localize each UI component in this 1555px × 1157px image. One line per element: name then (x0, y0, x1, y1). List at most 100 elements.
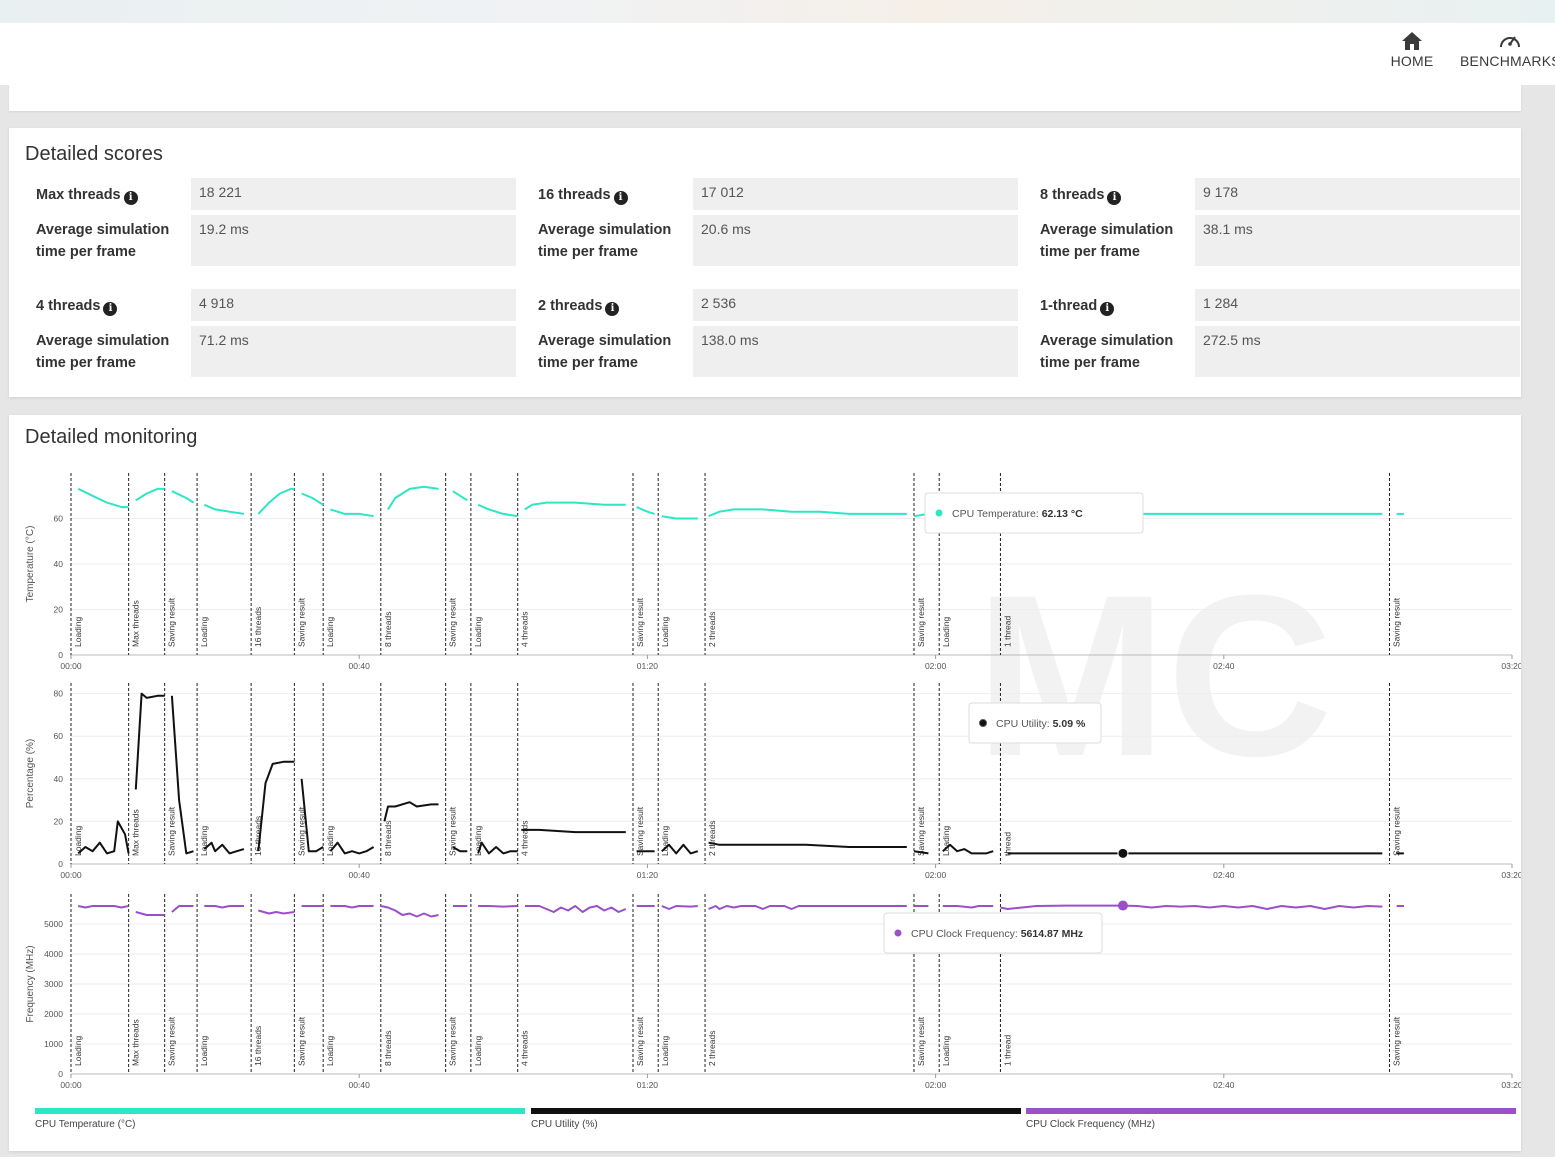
phase-label: Saving result (1392, 597, 1402, 647)
x-tick-label: 03:20 (1501, 661, 1521, 671)
y-tick-label: 5000 (44, 919, 63, 929)
series-line-segment (258, 909, 295, 915)
series-line-segment (77, 905, 129, 909)
legend-color-bar[interactable] (1026, 1108, 1516, 1114)
tooltip-label: CPU Temperature: (952, 508, 1042, 520)
series-line-segment (708, 905, 907, 910)
phase-label: Saving result (916, 597, 926, 647)
nav-home[interactable]: HOME (1385, 29, 1439, 69)
phase-label: Saving result (296, 1016, 306, 1066)
score-value: 4 918 (191, 289, 516, 321)
chart-tooltip: CPU Temperature: 62.13 °C (924, 492, 1144, 534)
y-tick-label: 60 (54, 731, 64, 741)
avg-sim-time-value: 19.2 ms (191, 215, 516, 266)
info-icon[interactable]: i (613, 191, 628, 205)
nav-benchmarks-label: BENCHMARKS (1460, 53, 1555, 69)
phase-label: Saving result (635, 1016, 645, 1066)
score-label-text: 2 threads (538, 298, 603, 314)
score-label-text: 16 threads (538, 187, 611, 203)
avg-sim-time-label: Average simulation time per frame (1040, 333, 1174, 371)
series-line-segment (524, 501, 626, 511)
chart-panel: 0 1000 2000 3000 4000 5000 00:00 00:40 01:20 02:0… (25, 894, 1521, 1090)
chart-tooltip: CPU Utility: 5.09 % (968, 702, 1102, 744)
phase-label: 16 threads (253, 607, 263, 647)
tooltip-value: 5.09 % (1053, 718, 1086, 730)
series-line-segment (77, 487, 129, 509)
score-value: 9 178 (1195, 178, 1520, 210)
series-line-segment (661, 905, 698, 910)
phase-label: Loading (473, 616, 483, 647)
tooltip-text: CPU Utility: 5.09 % (996, 718, 1086, 730)
info-icon[interactable]: i (605, 302, 620, 316)
nav-benchmarks[interactable]: BENCHMARKS (1458, 29, 1555, 69)
y-tick-label: 0 (58, 1069, 63, 1079)
avg-sim-time-value: 38.1 ms (1195, 215, 1520, 266)
phase-label: Saving result (448, 597, 458, 647)
score-label: 1-thread i (1040, 295, 1115, 317)
tooltip-value: 62.13 °C (1042, 508, 1083, 520)
info-icon[interactable]: i (103, 302, 118, 316)
legend-label[interactable]: CPU Temperature (°C) (35, 1119, 136, 1130)
info-icon[interactable]: i (123, 191, 138, 205)
phase-label: 1 thread (1002, 616, 1012, 647)
x-tick-label: 02:40 (1213, 870, 1235, 880)
series-line-segment (300, 778, 324, 853)
phase-label: Loading (660, 616, 670, 647)
series-line-segment (171, 490, 195, 504)
avg-sim-time-label: Average simulation time per frame (36, 222, 170, 260)
legend-color-bar[interactable] (531, 1108, 1021, 1114)
phase-label: Max threads (131, 1019, 141, 1066)
phase-label: Loading (325, 1035, 335, 1066)
phase-label: Saving result (916, 806, 926, 856)
tooltip-color-dot (935, 509, 943, 517)
score-label-text: 8 threads (1040, 187, 1105, 203)
series-line-segment (134, 692, 165, 790)
series-line-segment (171, 905, 194, 913)
tooltip-text: CPU Temperature: 62.13 °C (952, 508, 1083, 520)
phase-label: Loading (73, 825, 83, 856)
phase-label: 4 threads (520, 821, 530, 856)
y-tick-label: 3000 (44, 979, 63, 989)
speedometer-icon (1500, 36, 1520, 48)
phase-label: Saving result (296, 806, 306, 856)
legend-label[interactable]: CPU Utility (%) (531, 1119, 598, 1130)
x-tick-label: 00:00 (60, 870, 82, 880)
series-line-segment (661, 843, 699, 855)
legend-color-bar[interactable] (35, 1108, 525, 1114)
tooltip-label: CPU Clock Frequency: (911, 928, 1021, 940)
x-tick-label: 00:00 (60, 661, 82, 671)
phase-label: Saving result (1392, 1016, 1402, 1066)
score-label: Max threads i (36, 184, 138, 206)
x-tick-label: 02:00 (925, 1080, 947, 1090)
score-value: 17 012 (693, 178, 1018, 210)
phase-label: Loading (660, 1035, 670, 1066)
chart-panel: 0 20 40 60 00:00 00:40 01:20 02:00 02:40 03:20 Tem… (25, 473, 1521, 671)
score-value: 1 284 (1195, 289, 1520, 321)
info-icon[interactable]: i (1107, 191, 1122, 205)
home-icon (1402, 32, 1422, 50)
score-label-text: 1-thread (1040, 298, 1098, 314)
phase-label: 16 threads (253, 1026, 263, 1066)
phase-label: Loading (199, 616, 209, 647)
info-icon[interactable]: i (1100, 302, 1115, 316)
series-line-segment (452, 490, 468, 502)
series-line-segment (329, 841, 375, 855)
phase-label: Loading (325, 825, 335, 856)
phase-label: Loading (325, 616, 335, 647)
x-tick-label: 00:40 (349, 1080, 371, 1090)
tooltip-color-dot (894, 929, 902, 937)
phase-label: 8 threads (383, 821, 393, 856)
x-tick-label: 03:20 (1501, 870, 1521, 880)
y-axis-label: Percentage (%) (25, 739, 36, 808)
phase-label: 2 threads (707, 612, 717, 647)
series-line-segment (942, 843, 994, 855)
score-label-text: 4 threads (36, 298, 101, 314)
x-tick-label: 01:20 (637, 661, 659, 671)
phase-label: Loading (941, 825, 951, 856)
legend-label[interactable]: CPU Clock Frequency (MHz) (1026, 1119, 1155, 1130)
x-tick-label: 00:40 (349, 661, 371, 671)
series-line-segment (477, 841, 518, 855)
tooltip-color-dot (979, 719, 987, 727)
series-line-segment (380, 905, 439, 918)
y-tick-label: 0 (58, 859, 63, 869)
